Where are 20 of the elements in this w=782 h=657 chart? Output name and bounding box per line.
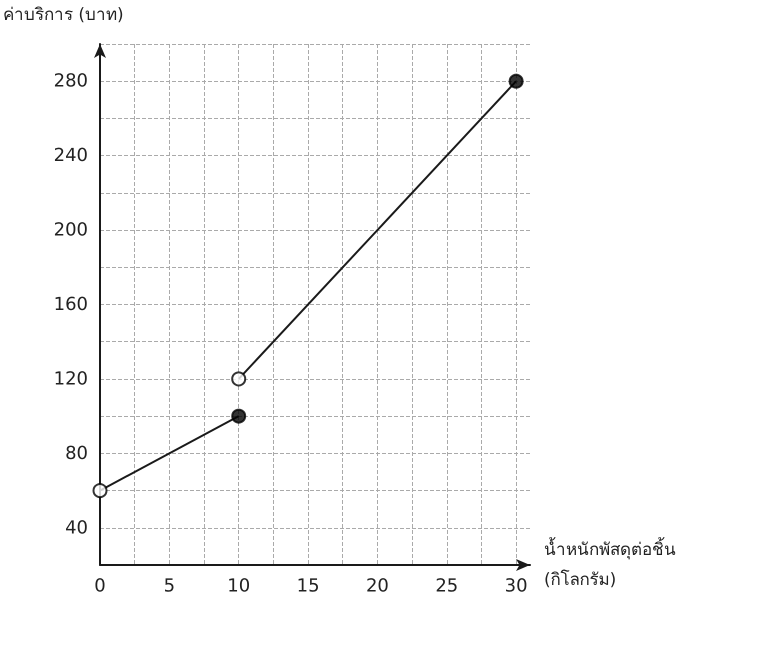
y-tick-label: 80 — [65, 442, 88, 464]
point — [231, 371, 246, 386]
y-axis-title: ค่าบริการ (บาท) — [3, 5, 124, 25]
y-tick-label: 160 — [54, 294, 88, 315]
y-tick-label: 40 — [65, 517, 88, 538]
x-tick-label: 5 — [164, 576, 176, 596]
y-tick-label: 280 — [54, 70, 88, 92]
x-tick-label: 25 — [435, 576, 458, 596]
x-tick-label: 30 — [504, 576, 528, 596]
x-tick-label: 10 — [227, 576, 250, 596]
y-tick-label: 120 — [54, 368, 88, 390]
point — [231, 408, 246, 424]
point — [508, 74, 524, 89]
point — [92, 483, 108, 498]
x-tick-label: 0 — [94, 576, 106, 596]
x-tick-label: 20 — [366, 576, 389, 596]
x-tick-label: 15 — [296, 576, 320, 596]
y-tick-label: 240 — [54, 145, 88, 166]
x-axis-title: น้ำหนักพัสดุต่อชิ้น (กิโลกรัม) — [544, 537, 676, 590]
y-tick-label: 200 — [54, 220, 88, 241]
